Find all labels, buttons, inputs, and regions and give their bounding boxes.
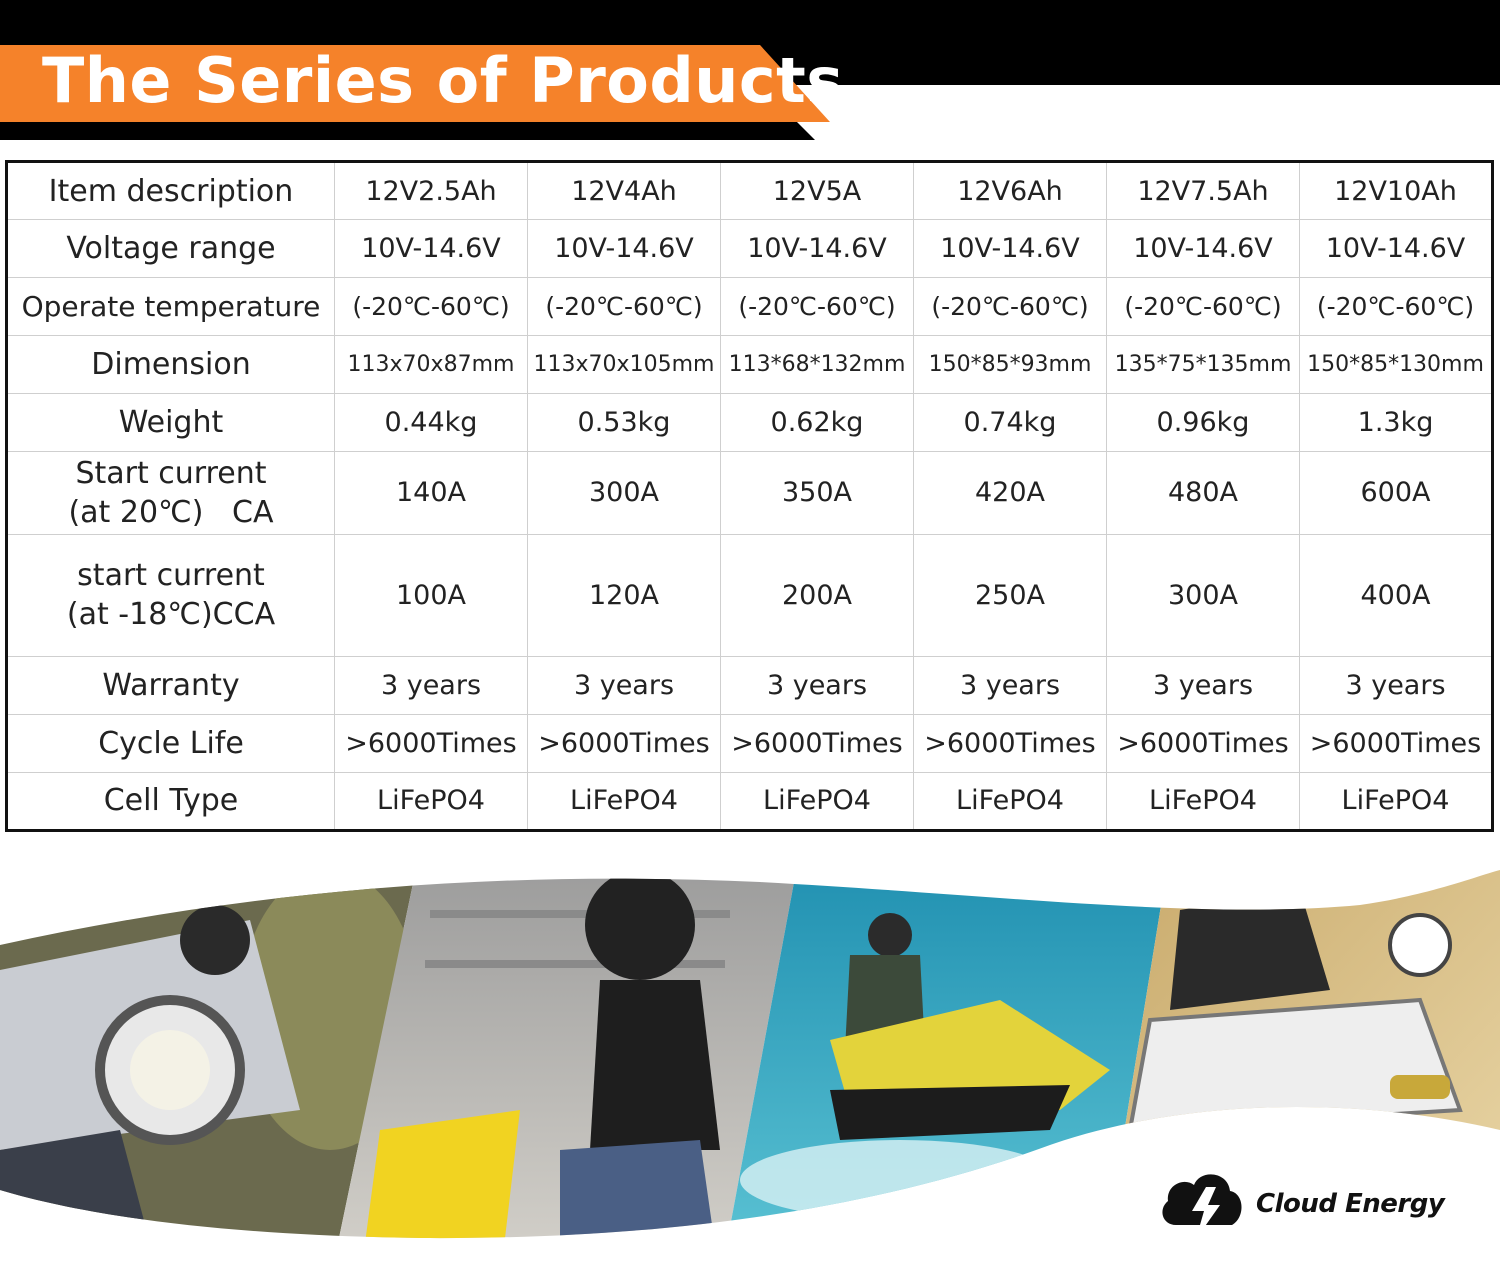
table-cell: 12V6Ah [913,160,1107,221]
table-cell: 3 years [720,655,914,715]
row-cycle-life: Cycle Life >6000Times >6000Times >6000Ti… [6,713,1493,773]
table-cell: >6000Times [1299,713,1493,773]
table-cell: LiFePO4 [913,771,1107,832]
jet-ski-photo [720,870,1170,1239]
row-label: Voltage range [6,219,335,279]
row-label-line1: Start current [75,455,267,491]
table-cell: 113*68*132mm [720,335,914,395]
table-cell: 3 years [1299,655,1493,715]
table-cell: 120A [527,533,721,657]
table-cell: 113x70x105mm [527,335,721,395]
table-cell: 3 years [1106,655,1300,715]
table-cell: (-20℃-60℃) [1299,277,1493,337]
table-cell: 0.53kg [527,393,721,453]
brand-name: Cloud Energy [1256,1189,1445,1219]
table-cell: >6000Times [1106,713,1300,773]
table-cell: LiFePO4 [527,771,721,832]
table-cell: >6000Times [720,713,914,773]
table-cell: 300A [1106,533,1300,657]
row-label: Item description [6,160,335,221]
table-cell: 480A [1106,451,1300,535]
table-cell: 250A [913,533,1107,657]
table-cell: (-20℃-60℃) [334,277,528,337]
row-label: Cycle Life [6,713,335,773]
table-cell: LiFePO4 [1106,771,1300,832]
row-cold-cranking-current: start current (at -18℃)CCA 100A 120A 200… [6,533,1493,657]
table-cell: 3 years [334,655,528,715]
table-cell: 300A [527,451,721,535]
header-banner: The Series of Products [0,0,1500,150]
row-label: Warranty [6,655,335,715]
row-label: Cell Type [6,771,335,832]
table-cell: 200A [720,533,914,657]
banner-shape [0,0,1500,140]
table-cell: 12V7.5Ah [1106,160,1300,221]
row-label: start current (at -18℃)CCA [6,533,335,657]
table-cell: 150*85*130mm [1299,335,1493,395]
row-voltage-range: Voltage range 10V-14.6V 10V-14.6V 10V-14… [6,219,1493,279]
row-item-description: Item description 12V2.5Ah 12V4Ah 12V5A 1… [6,160,1493,221]
row-weight: Weight 0.44kg 0.53kg 0.62kg 0.74kg 0.96k… [6,393,1493,453]
table-cell: 10V-14.6V [1299,219,1493,279]
table-cell: LiFePO4 [334,771,528,832]
row-operate-temperature: Operate temperature (-20℃-60℃) (-20℃-60℃… [6,277,1493,337]
table-cell: 140A [334,451,528,535]
table-cell: 0.96kg [1106,393,1300,453]
table-cell: LiFePO4 [720,771,914,832]
row-label: Start current (at 20℃) CA [6,451,335,535]
table-cell: (-20℃-60℃) [913,277,1107,337]
table-cell: 350A [720,451,914,535]
table-cell: 10V-14.6V [334,219,528,279]
table-cell: 12V2.5Ah [334,160,528,221]
table-cell: 0.62kg [720,393,914,453]
table-cell: 10V-14.6V [527,219,721,279]
table-cell: LiFePO4 [1299,771,1493,832]
table-cell: 12V10Ah [1299,160,1493,221]
table-cell: 113x70x87mm [334,335,528,395]
table-cell: 3 years [913,655,1107,715]
page-title: The Series of Products [42,44,844,117]
table-cell: 10V-14.6V [913,219,1107,279]
table-cell: 10V-14.6V [1106,219,1300,279]
table-cell: 12V5A [720,160,914,221]
table-cell: 0.74kg [913,393,1107,453]
table-cell: >6000Times [913,713,1107,773]
table-cell: 10V-14.6V [720,219,914,279]
row-label: Weight [6,393,335,453]
table-cell: 135*75*135mm [1106,335,1300,395]
table-cell: 12V4Ah [527,160,721,221]
row-dimension: Dimension 113x70x87mm 113x70x105mm 113*6… [6,335,1493,395]
table-cell: 400A [1299,533,1493,657]
table-cell: (-20℃-60℃) [527,277,721,337]
table-cell: 150*85*93mm [913,335,1107,395]
row-label: Operate temperature [6,277,335,337]
cloud-lightning-icon [1162,1174,1242,1239]
row-label: Dimension [6,335,335,395]
row-label-line2: (at -18℃)CCA [66,597,276,633]
motorcycle-photo [0,870,420,1239]
table-cell: 600A [1299,451,1493,535]
table-cell: 0.44kg [334,393,528,453]
row-cell-type: Cell Type LiFePO4 LiFePO4 LiFePO4 LiFePO… [6,771,1493,832]
product-spec-table: Item description 12V2.5Ah 12V4Ah 12V5A 1… [5,160,1494,832]
row-start-current: Start current (at 20℃) CA 140A 300A 350A… [6,451,1493,535]
table-cell: 1.3kg [1299,393,1493,453]
table-cell: (-20℃-60℃) [1106,277,1300,337]
table-cell: >6000Times [334,713,528,773]
application-photo-collage [0,850,1500,1281]
row-label-line1: start current [77,558,265,594]
row-label-line2: (at 20℃) CA [68,494,274,530]
table-cell: 100A [334,533,528,657]
scooter-photo [330,870,800,1239]
table-cell: 420A [913,451,1107,535]
brand-logo: Cloud Energy [1158,1165,1445,1243]
table-cell: >6000Times [527,713,721,773]
table-cell: 3 years [527,655,721,715]
table-cell: (-20℃-60℃) [720,277,914,337]
row-warranty: Warranty 3 years 3 years 3 years 3 years… [6,655,1493,715]
